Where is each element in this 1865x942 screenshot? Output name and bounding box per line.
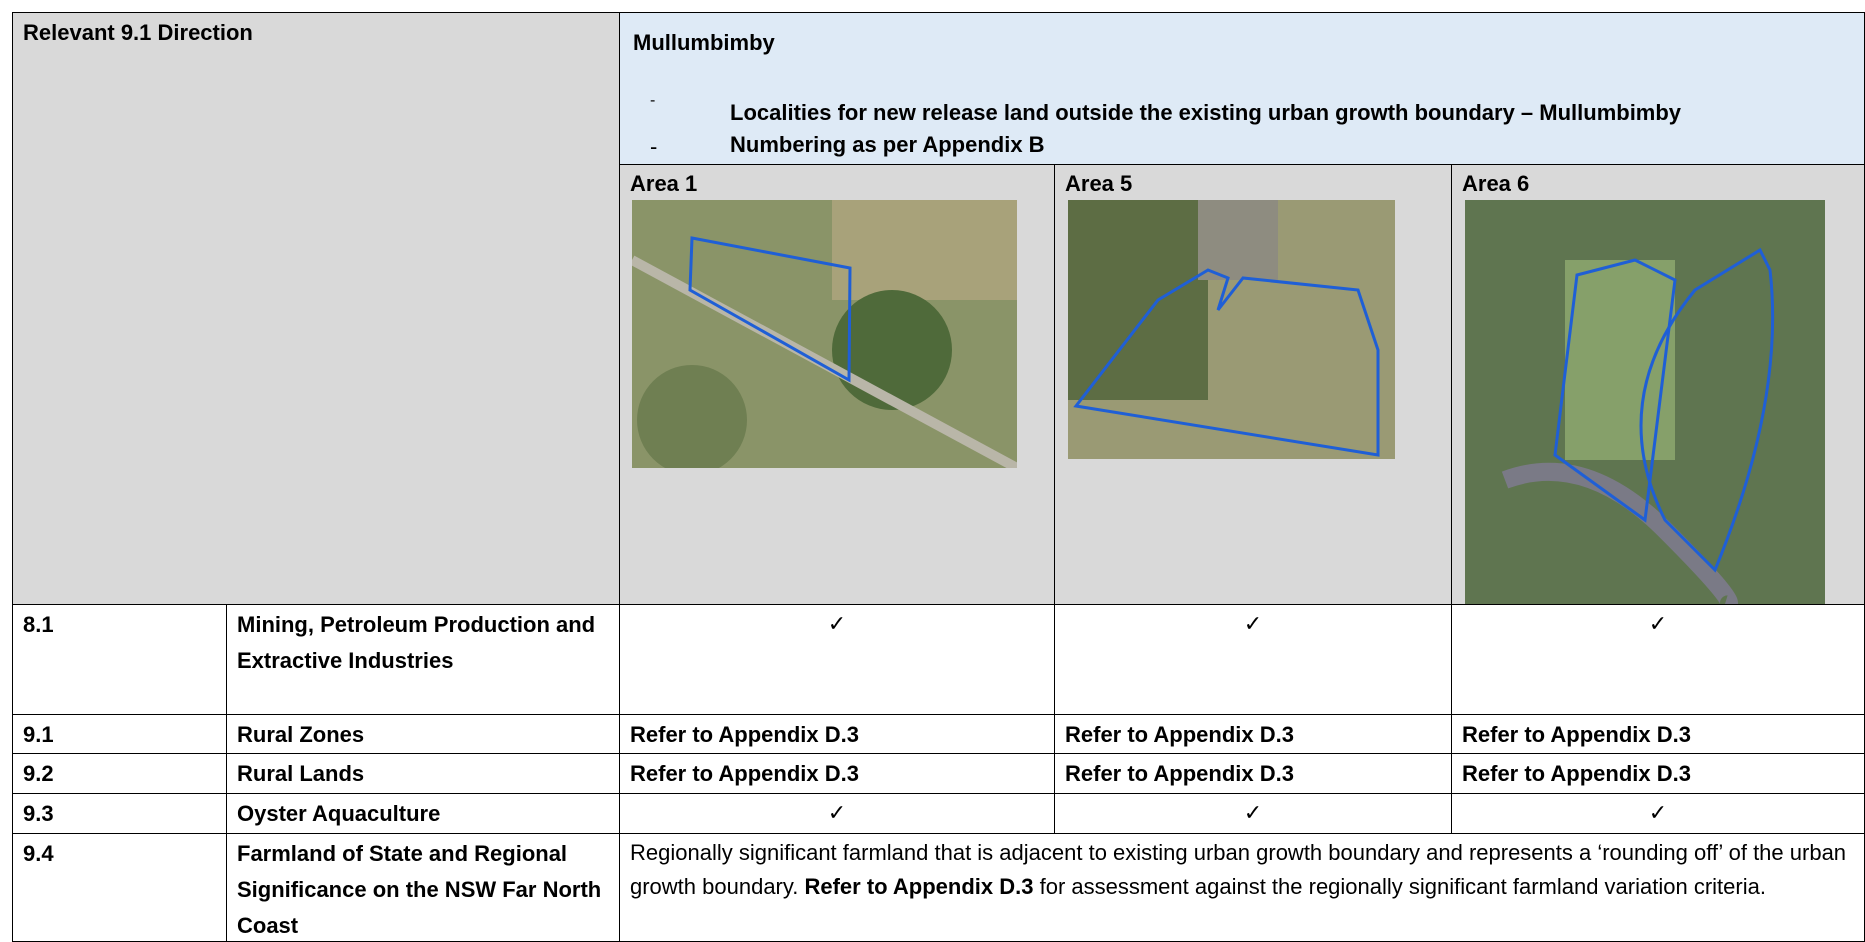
name-cell: Mining, Petroleum Production and Extract… bbox=[226, 604, 620, 715]
row-name: Rural Lands bbox=[237, 761, 364, 786]
aerial-map bbox=[1465, 200, 1825, 604]
row-code: 9.2 bbox=[23, 761, 54, 786]
bullet-text: Localities for new release land outside … bbox=[730, 97, 1681, 129]
header-left: Relevant 9.1 Direction bbox=[12, 12, 620, 605]
header-right: Mullumbimby - Localities for new release… bbox=[619, 12, 1865, 165]
check-mark: ✓ bbox=[828, 612, 846, 637]
value-cell: ✓ bbox=[619, 604, 1055, 715]
bullet-marker: - bbox=[650, 129, 657, 165]
value-cell: Refer to Appendix D.3 bbox=[1451, 753, 1865, 794]
name-cell: Rural Lands bbox=[226, 753, 620, 794]
row-name: Farmland of State and Regional Significa… bbox=[237, 841, 601, 938]
value-text: Refer to Appendix D.3 bbox=[1462, 722, 1691, 747]
row-code: 9.3 bbox=[23, 801, 54, 826]
value-cell: ✓ bbox=[1451, 604, 1865, 715]
area-label: Area 6 bbox=[1462, 171, 1529, 196]
check-mark: ✓ bbox=[1649, 612, 1667, 637]
code-cell: 8.1 bbox=[12, 604, 227, 715]
area-label: Area 5 bbox=[1065, 171, 1132, 196]
aerial-map bbox=[1068, 200, 1395, 459]
value-cell: ✓ bbox=[1054, 604, 1452, 715]
row-code: 9.1 bbox=[23, 722, 54, 747]
bullet-marker: - bbox=[650, 93, 655, 109]
code-cell: 9.4 bbox=[12, 833, 227, 942]
value-text: Refer to Appendix D.3 bbox=[1065, 722, 1294, 747]
area-label: Area 1 bbox=[630, 171, 697, 196]
row-code: 8.1 bbox=[23, 612, 54, 637]
value-cell: ✓ bbox=[1451, 793, 1865, 834]
value-text: Refer to Appendix D.3 bbox=[630, 722, 859, 747]
value-cell: Refer to Appendix D.3 bbox=[1054, 714, 1452, 754]
name-cell: Oyster Aquaculture bbox=[226, 793, 620, 834]
value-text: Refer to Appendix D.3 bbox=[1462, 761, 1691, 786]
row-name: Mining, Petroleum Production and Extract… bbox=[237, 612, 595, 673]
row-name: Rural Zones bbox=[237, 722, 364, 747]
value-text: Refer to Appendix D.3 bbox=[1065, 761, 1294, 786]
value-cell: ✓ bbox=[619, 793, 1055, 834]
check-mark: ✓ bbox=[1244, 801, 1262, 826]
value-cell: Refer to Appendix D.3 bbox=[619, 714, 1055, 754]
value-cell: Refer to Appendix D.3 bbox=[1054, 753, 1452, 794]
header-title: Mullumbimby bbox=[633, 25, 775, 61]
aerial-map bbox=[632, 200, 1017, 468]
value-text: Refer to Appendix D.3 bbox=[630, 761, 859, 786]
text-cell: Regionally significant farmland that is … bbox=[619, 833, 1865, 942]
value-cell: Refer to Appendix D.3 bbox=[1451, 714, 1865, 754]
text-part: Refer to Appendix D.3 bbox=[804, 874, 1033, 899]
bullet-text: Numbering as per Appendix B bbox=[730, 129, 1045, 161]
code-cell: 9.1 bbox=[12, 714, 227, 754]
text-part: for assessment against the regionally si… bbox=[1033, 874, 1765, 899]
value-cell: Refer to Appendix D.3 bbox=[619, 753, 1055, 794]
row-code: 9.4 bbox=[23, 841, 54, 866]
check-mark: ✓ bbox=[1244, 612, 1262, 637]
check-mark: ✓ bbox=[1649, 801, 1667, 826]
check-mark: ✓ bbox=[828, 801, 846, 826]
page: {"header":{"left":"Relevant 9.1 Directio… bbox=[0, 0, 1865, 941]
name-cell: Rural Zones bbox=[226, 714, 620, 754]
value-cell: ✓ bbox=[1054, 793, 1452, 834]
code-cell: 9.2 bbox=[12, 753, 227, 794]
row-name: Oyster Aquaculture bbox=[237, 801, 440, 826]
code-cell: 9.3 bbox=[12, 793, 227, 834]
name-cell: Farmland of State and Regional Significa… bbox=[226, 833, 620, 942]
